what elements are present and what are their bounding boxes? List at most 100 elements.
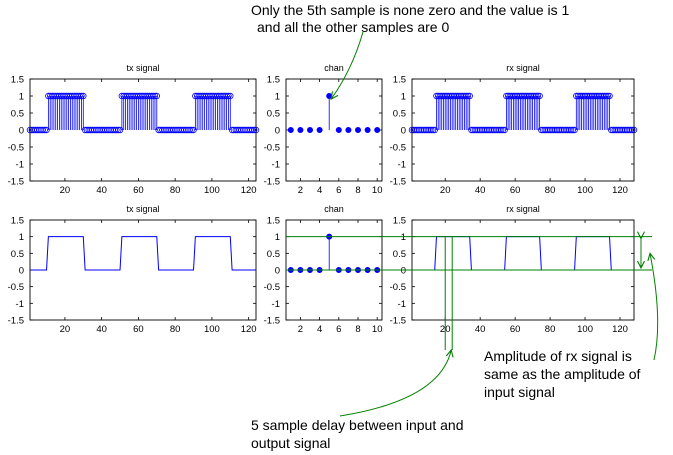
annotation-amp-line1: Amplitude of rx signal is [484,348,632,364]
y-tick-label: -1 [16,299,24,310]
y-tick-label: -0.5 [264,282,280,293]
data-point [501,126,508,134]
data-point [186,126,194,134]
data-point [431,126,438,134]
arrow-to-delay [339,350,451,417]
y-tick-label: -1 [398,299,406,310]
y-tick-label: 1.5 [393,216,406,227]
plot-frame [411,78,635,182]
x-tick-label: 60 [510,185,521,196]
subplot-4: tx signal -1.5 -1 -0.5 0 0.5 1 1.5 20 40 60 80 100 12… [8,204,257,335]
y-tick-label: 0 [401,266,406,277]
y-tick-label: -0.5 [264,143,280,154]
data-point [149,92,157,100]
x-tick-label: 40 [475,185,486,196]
data-point [364,127,371,134]
data-point [316,127,323,134]
subplot-3: rx signal -1.5 -1 -0.5 0 0.5 1 1.5 20 40 60 80 100 12… [390,63,638,196]
y-tick-label: 1.5 [11,75,24,86]
y-tick-label: -1.5 [390,177,406,188]
y-tick-label: 1 [401,92,406,103]
x-tick-label: 120 [241,324,257,335]
x-tick-label: 80 [170,324,181,335]
y-tick-label: 1.5 [393,75,406,86]
subplot-grid: tx signal-1.5-1-0.500.511.520 40 60 80 100 12… [8,63,638,335]
x-tick-label: 2 [298,324,303,335]
x-tick-label: 20 [440,185,451,196]
x-tick-label: 8 [355,324,360,335]
data-point [39,126,47,134]
x-tick-label: 80 [545,324,556,335]
x-tick-label: 80 [170,185,181,196]
y-tick-label: 0.5 [267,249,280,260]
data-point [629,126,636,134]
stem-series [26,92,260,134]
data-point [153,92,160,100]
data-point [567,126,575,134]
data-point [602,92,610,100]
x-tick-label: 8 [355,185,360,196]
subplot-title: rx signal [506,63,540,73]
data-point [326,93,333,100]
y-tick-label: 0 [275,126,280,137]
y-tick-label: 0.5 [393,109,406,120]
data-point [80,92,87,100]
y-tick-label: 1.5 [11,216,24,227]
data-point [249,126,256,134]
data-point [223,92,230,100]
subplot-title: chan [324,63,344,73]
x-tick-label: 100 [204,185,220,196]
y-tick-label: -0.5 [8,143,24,154]
y-tick-label: -0.5 [390,143,406,154]
y-tick-label: -0.5 [8,282,24,293]
subplot-title: chan [324,204,344,214]
stem-series [408,92,638,134]
series-line [30,236,256,271]
data-point [190,126,197,134]
y-tick-label: -1.5 [264,177,280,188]
data-point [497,126,505,134]
data-point [188,126,195,134]
y-tick-label: 0 [275,266,280,277]
y-tick-label: 1.5 [267,75,280,86]
data-point [374,127,381,134]
data-point [287,127,294,134]
x-tick-label: 100 [204,324,220,335]
y-tick-label: -1 [272,299,280,310]
data-point [354,127,361,134]
y-tick-label: 0.5 [267,109,280,120]
y-tick-label: -1.5 [390,316,406,327]
x-tick-label: 40 [96,324,107,335]
data-point [43,126,50,134]
y-tick-label: -1 [272,160,280,171]
x-tick-label: 40 [96,185,107,196]
x-tick-label: 20 [60,324,71,335]
x-tick-label: 10 [372,324,383,335]
y-tick-label: -1 [398,160,406,171]
y-tick-label: 1 [275,92,280,103]
data-point [536,92,543,100]
y-tick-label: 0 [19,126,24,137]
annotation-amp-line3: input signal [484,384,555,400]
x-tick-label: 80 [545,185,556,196]
x-tick-label: 40 [475,324,486,335]
data-point [466,92,473,100]
subplot-title: tx signal [126,204,159,214]
x-tick-label: 60 [133,324,144,335]
x-tick-label: 100 [577,185,593,196]
annotation-top-line2: and all the other samples are 0 [257,19,450,35]
y-tick-label: 1 [19,232,24,243]
data-point [499,126,507,134]
y-tick-label: 0.5 [393,249,406,260]
x-tick-label: 2 [298,185,303,196]
data-point [604,92,611,100]
data-point [532,92,540,100]
data-point [606,92,613,100]
y-tick-label: -1.5 [8,177,24,188]
annotation-top-line1: Only the 5th sample is none zero and the… [251,2,570,18]
data-point [78,92,85,100]
plot-frame [285,78,383,182]
subplot-2: chan -1.5 -1 -0.5 0 0.5 1 1.5 2 4 6 8 10 [264,63,383,196]
data-point [113,126,120,134]
x-tick-label: 100 [577,324,593,335]
